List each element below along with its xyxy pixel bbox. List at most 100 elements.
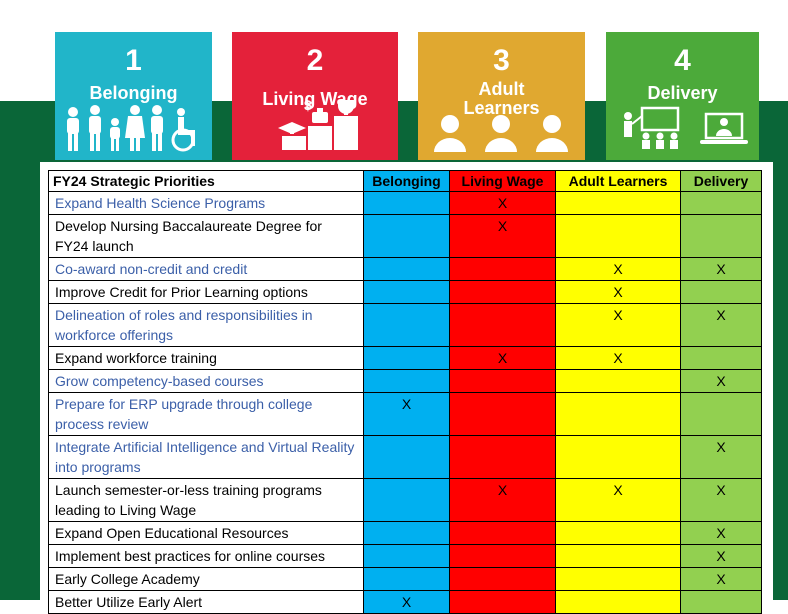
mark-belonging — [363, 567, 450, 591]
mark-delivery — [680, 346, 762, 370]
mark-adult-learners — [555, 544, 681, 568]
priority-name: Launch semester-or-less training program… — [48, 478, 364, 522]
priority-name: Early College Academy — [48, 567, 364, 591]
header-delivery: Delivery — [680, 170, 762, 192]
mark-adult-learners — [555, 369, 681, 393]
priority-name: Improve Credit for Prior Learning option… — [48, 280, 364, 304]
table-header-row: FY24 Strategic Priorities Belonging Livi… — [48, 170, 762, 192]
priority-name: Expand Open Educational Resources — [48, 521, 364, 545]
mark-belonging — [363, 214, 450, 258]
priority-name: Co-award non-credit and credit — [48, 257, 364, 281]
mark-belonging — [363, 435, 450, 479]
mark-adult-learners — [555, 214, 681, 258]
mark-delivery — [680, 191, 762, 215]
mark-living-wage — [449, 567, 556, 591]
mark-adult-learners — [555, 567, 681, 591]
mark-adult-learners — [555, 392, 681, 436]
mark-delivery: X — [680, 478, 762, 522]
table-row: Integrate Artificial Intelligence and Vi… — [48, 435, 762, 479]
table-row: Expand Health Science Programs X — [48, 191, 762, 215]
mark-delivery: X — [680, 303, 762, 347]
mark-adult-learners — [555, 521, 681, 545]
mark-belonging — [363, 191, 450, 215]
priority-name: Grow competency-based courses — [48, 369, 364, 393]
header-belonging: Belonging — [363, 170, 450, 192]
priorities-table: FY24 Strategic Priorities Belonging Livi… — [48, 170, 762, 614]
mark-adult-learners: X — [555, 303, 681, 347]
mark-living-wage — [449, 544, 556, 568]
mark-living-wage — [449, 521, 556, 545]
priority-name: Expand Health Science Programs — [48, 191, 364, 215]
mark-living-wage — [449, 280, 556, 304]
table-row: Develop Nursing Baccalaureate Degree for… — [48, 214, 762, 258]
tile-label: Adult Learners — [463, 79, 540, 118]
table-row: Better Utilize Early Alert X — [48, 590, 762, 614]
mark-delivery: X — [680, 435, 762, 479]
mark-living-wage — [449, 590, 556, 614]
table-row: Improve Credit for Prior Learning option… — [48, 280, 762, 304]
wage-icon: $ — [278, 98, 358, 150]
table-row: Early College Academy X — [48, 567, 762, 591]
tile-living-wage: 2 Living Wage $ — [232, 32, 398, 160]
mark-delivery: X — [680, 567, 762, 591]
table-row: Expand Open Educational Resources X — [48, 521, 762, 545]
priority-name: Better Utilize Early Alert — [48, 590, 364, 614]
mark-belonging — [363, 346, 450, 370]
priority-name: Integrate Artificial Intelligence and Vi… — [48, 435, 364, 479]
mark-adult-learners: X — [555, 280, 681, 304]
tile-adult-learners: 3 Adult Learners — [418, 32, 585, 160]
mark-adult-learners — [555, 435, 681, 479]
mark-living-wage: X — [449, 478, 556, 522]
mark-belonging: X — [363, 392, 450, 436]
table-row: Implement best practices for online cour… — [48, 544, 762, 568]
header-adult-learners: Adult Learners — [555, 170, 681, 192]
table-row: Launch semester-or-less training program… — [48, 478, 762, 522]
tile-label: Belonging — [89, 83, 178, 103]
table-row: Delineation of roles and responsibilitie… — [48, 303, 762, 347]
mark-living-wage — [449, 303, 556, 347]
tile-delivery: 4 Delivery — [606, 32, 759, 160]
people-icon — [67, 105, 195, 152]
adult-learners-icon — [434, 115, 568, 152]
table-row: Co-award non-credit and credit X X — [48, 257, 762, 281]
header-priorities: FY24 Strategic Priorities — [48, 170, 364, 192]
tile-label: Delivery — [647, 83, 718, 103]
mark-delivery — [680, 590, 762, 614]
mark-delivery: X — [680, 257, 762, 281]
table-row: Prepare for ERP upgrade through college … — [48, 392, 762, 436]
mark-delivery: X — [680, 369, 762, 393]
mark-adult-learners — [555, 590, 681, 614]
priority-name: Develop Nursing Baccalaureate Degree for… — [48, 214, 364, 258]
tile-number: 3 — [493, 44, 510, 77]
tile-number: 1 — [125, 44, 142, 77]
tile-number: 4 — [674, 44, 691, 77]
mark-belonging — [363, 303, 450, 347]
mark-living-wage: X — [449, 346, 556, 370]
mark-belonging — [363, 521, 450, 545]
mark-living-wage — [449, 257, 556, 281]
mark-belonging — [363, 544, 450, 568]
priority-name: Prepare for ERP upgrade through college … — [48, 392, 364, 436]
mark-living-wage — [449, 435, 556, 479]
delivery-icon — [624, 106, 748, 149]
mark-living-wage — [449, 369, 556, 393]
mark-delivery — [680, 214, 762, 258]
priority-name: Implement best practices for online cour… — [48, 544, 364, 568]
mark-belonging — [363, 369, 450, 393]
mark-belonging — [363, 257, 450, 281]
tile-number: 2 — [306, 44, 324, 77]
mark-belonging — [363, 478, 450, 522]
mark-delivery: X — [680, 521, 762, 545]
mark-adult-learners: X — [555, 346, 681, 370]
mark-adult-learners — [555, 191, 681, 215]
mark-living-wage: X — [449, 214, 556, 258]
priority-name: Expand workforce training — [48, 346, 364, 370]
header-living-wage: Living Wage — [449, 170, 556, 192]
mark-delivery — [680, 392, 762, 436]
mark-living-wage: X — [449, 191, 556, 215]
mark-delivery: X — [680, 544, 762, 568]
mark-belonging: X — [363, 590, 450, 614]
table-row: Expand workforce training X X — [48, 346, 762, 370]
table-row: Grow competency-based courses X — [48, 369, 762, 393]
mark-adult-learners: X — [555, 257, 681, 281]
